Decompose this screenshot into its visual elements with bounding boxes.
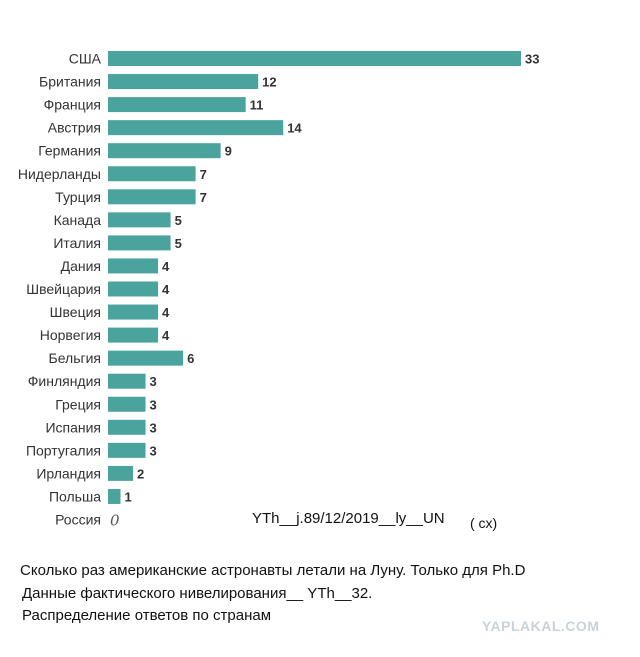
category-label: Канада xyxy=(54,212,102,228)
value-label: 5 xyxy=(175,236,182,251)
value-label: 5 xyxy=(175,213,182,228)
value-label: 7 xyxy=(200,190,207,205)
category-label: Финляндия xyxy=(28,373,101,389)
bar xyxy=(108,120,284,136)
chart-annotation-paren: ( cx) xyxy=(470,515,498,531)
value-label: 11 xyxy=(250,98,264,113)
value-label: 14 xyxy=(287,121,302,136)
bar xyxy=(108,373,146,389)
category-label: США xyxy=(69,51,102,67)
category-label: Бельгия xyxy=(49,350,101,366)
category-label: Россия xyxy=(55,512,101,528)
value-label: 4 xyxy=(162,305,170,320)
category-label: Германия xyxy=(38,143,101,159)
value-label: 4 xyxy=(162,282,170,297)
bar xyxy=(108,488,121,504)
bar xyxy=(108,235,171,251)
category-label: Швеция xyxy=(50,304,101,320)
bar xyxy=(108,281,159,297)
bar xyxy=(108,51,521,66)
bar xyxy=(108,212,171,228)
caption-line-2: Данные фактического нивелирования__ YTh_… xyxy=(22,585,373,602)
value-label: 12 xyxy=(262,75,276,90)
value-label: 2 xyxy=(137,466,144,481)
category-label: Италия xyxy=(53,235,101,251)
caption-line-3: Распределение ответов по странам xyxy=(22,607,272,624)
value-label: 4 xyxy=(162,328,170,343)
value-label: 3 xyxy=(150,397,157,412)
value-label: 3 xyxy=(150,443,157,458)
value-label: 0 xyxy=(110,512,120,530)
bar xyxy=(108,465,134,481)
bar xyxy=(108,442,146,458)
value-label: 9 xyxy=(225,144,232,159)
category-label: Нидерланды xyxy=(18,166,101,182)
category-label: Норвегия xyxy=(40,327,101,343)
bar xyxy=(108,97,246,113)
bar xyxy=(108,396,146,412)
category-label: Испания xyxy=(45,419,101,435)
caption-line-1: Сколько раз американские астронавты лета… xyxy=(20,562,526,579)
category-label: Ирландия xyxy=(36,465,101,481)
category-label: Франция xyxy=(44,97,101,113)
value-label: 4 xyxy=(162,259,170,274)
category-label: Турция xyxy=(55,189,101,205)
value-label: 3 xyxy=(150,420,157,435)
watermark-logo: YAPLAKAL.COM xyxy=(482,618,600,634)
category-label: Дания xyxy=(61,258,101,274)
bar xyxy=(108,304,159,320)
category-label: Швейцария xyxy=(26,281,101,297)
value-label: 6 xyxy=(187,351,194,366)
category-label: Польша xyxy=(49,488,101,504)
chart-annotation: YTh__j.89/12/2019__ly__UN xyxy=(252,510,445,527)
category-label: Австрия xyxy=(48,120,101,136)
value-label: 33 xyxy=(525,52,539,67)
category-label: Британия xyxy=(39,74,101,90)
bar xyxy=(108,258,159,274)
bar xyxy=(108,74,259,90)
bar xyxy=(108,350,184,366)
bar xyxy=(108,189,196,205)
value-label: 1 xyxy=(125,489,132,504)
category-label: Греция xyxy=(55,396,101,412)
category-label: Португалия xyxy=(26,442,101,458)
value-label: 7 xyxy=(200,167,207,182)
bar xyxy=(108,166,196,182)
value-label: 3 xyxy=(150,374,157,389)
bar xyxy=(108,419,146,435)
bar xyxy=(108,327,159,343)
bar xyxy=(108,143,221,159)
